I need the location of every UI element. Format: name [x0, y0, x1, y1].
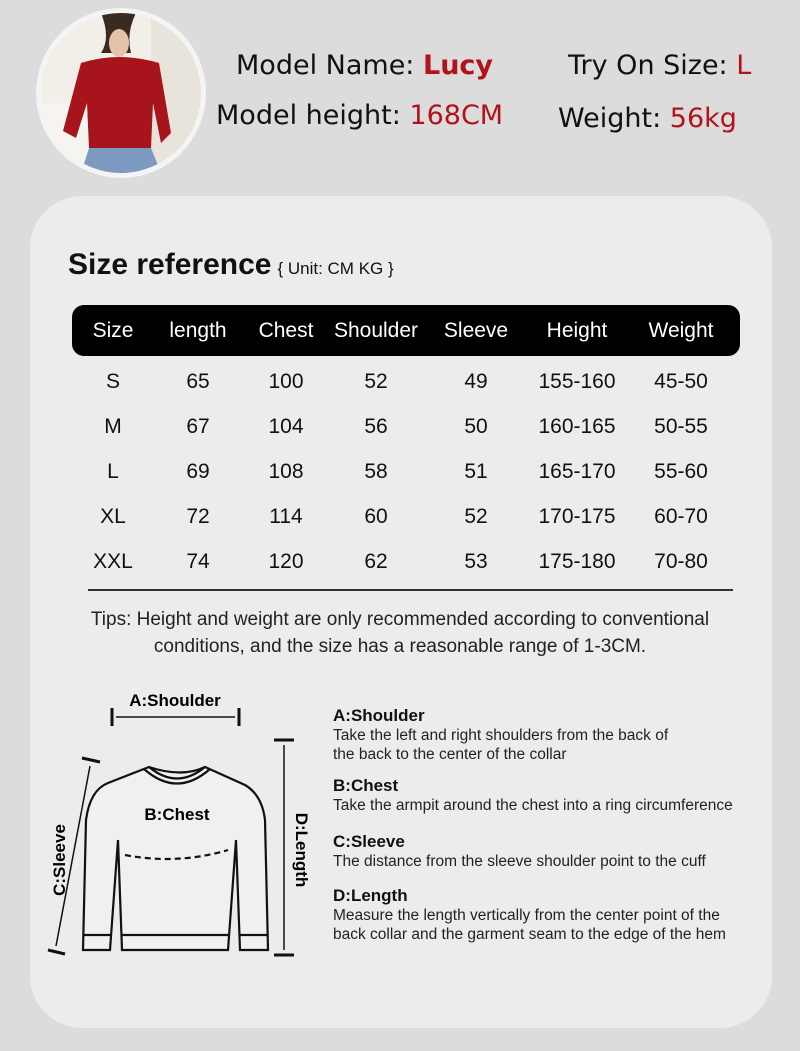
- table-cell: XL: [100, 505, 126, 528]
- model-photo: [36, 8, 206, 178]
- table-cell: 108: [268, 460, 304, 483]
- table-cell: 60-70: [654, 505, 708, 528]
- title-text: Size reference: [68, 248, 272, 281]
- table-cell: 49: [464, 370, 488, 393]
- model-height: Model height: 168CM: [216, 100, 503, 131]
- model-name-value: Lucy: [423, 50, 494, 81]
- try-on-size-label: Try On Size:: [568, 50, 728, 81]
- table-cell: 45-50: [654, 370, 708, 393]
- table-cell: 120: [268, 550, 304, 573]
- label-sleeve: C:Sleeve: [50, 824, 69, 896]
- column-header: Sleeve: [443, 319, 509, 342]
- model-name: Model Name: Lucy: [236, 50, 493, 81]
- table-cell: 52: [364, 370, 388, 393]
- table-cell: 155-160: [538, 370, 616, 393]
- table-cell: 52: [464, 505, 488, 528]
- column-header: Shoulder: [333, 319, 419, 342]
- model-weight: Weight: 56kg: [558, 103, 737, 134]
- table-cell: 62: [364, 550, 388, 573]
- model-name-label: Model Name:: [236, 50, 415, 81]
- table-cell: 165-170: [538, 460, 616, 483]
- measurement-title: C:Sleeve: [333, 832, 405, 851]
- table-cell: 51: [464, 460, 488, 483]
- table-cell: 55-60: [654, 460, 708, 483]
- table-cell: 170-175: [538, 505, 616, 528]
- measurement-desc: back collar and the garment seam to the …: [333, 926, 726, 943]
- table-cell: 53: [464, 550, 488, 573]
- table-cell: L: [107, 460, 119, 483]
- table-cell: 69: [186, 460, 210, 483]
- table-cell: 104: [268, 415, 304, 438]
- table-cell: 56: [364, 415, 388, 438]
- table-divider: [88, 589, 733, 591]
- table-cell: 70-80: [654, 550, 708, 573]
- column-header: Weight: [648, 319, 714, 342]
- tips: Tips: Height and weight are only recomme…: [60, 606, 740, 660]
- column-header: Height: [546, 319, 608, 342]
- sweater-diagram: A:Shoulder B:Chest C:Sleeve D:Length: [47, 691, 311, 957]
- table-cell: 72: [186, 505, 210, 528]
- measurement-item: C:Sleeve The distance from the sleeve sho…: [333, 832, 706, 871]
- measurement-title: B:Chest: [333, 776, 399, 795]
- table-cell: 58: [364, 460, 388, 483]
- measurement-item: A:Shoulder Take the left and right should…: [333, 706, 668, 764]
- measurement-item: D:Length Measure the length vertically fr…: [333, 886, 726, 944]
- measurement-desc: the back to the center of the collar: [333, 746, 567, 763]
- size-reference-title: Size reference { Unit: CM KG }: [68, 248, 394, 282]
- table-cell: XXL: [93, 550, 133, 573]
- measurement-desc: The distance from the sleeve shoulder po…: [333, 853, 706, 870]
- table-cell: 114: [269, 505, 303, 528]
- table-cell: 60: [364, 505, 388, 528]
- table-cell: 100: [268, 370, 304, 393]
- table-cell: 50-55: [654, 415, 708, 438]
- measurement-title: D:Length: [333, 886, 408, 905]
- table-cell: 65: [186, 370, 210, 393]
- model-weight-value: 56kg: [669, 103, 737, 134]
- unit-label: { Unit: CM KG }: [277, 259, 394, 278]
- measurement-desc: Take the armpit around the chest into a …: [333, 797, 733, 814]
- tips-line: Tips: Height and weight are only recomme…: [90, 609, 710, 630]
- model-height-value: 168CM: [409, 100, 504, 131]
- table-header: [72, 305, 740, 356]
- label-chest: B:Chest: [144, 805, 210, 824]
- column-header: Size: [92, 319, 134, 342]
- try-on-size: Try On Size: L: [568, 50, 751, 81]
- table-cell: 50: [464, 415, 488, 438]
- try-on-size-value: L: [736, 50, 752, 81]
- column-header: length: [169, 319, 227, 342]
- table-cell: 74: [186, 550, 210, 573]
- label-length: D:Length: [292, 813, 311, 888]
- model-weight-label: Weight:: [558, 103, 662, 134]
- tips-line: conditions, and the size has a reasonabl…: [153, 636, 647, 657]
- label-shoulder: A:Shoulder: [129, 691, 221, 710]
- measurement-desc: Measure the length vertically from the c…: [333, 907, 720, 924]
- column-header: Chest: [258, 319, 314, 342]
- table-cell: S: [105, 370, 121, 393]
- table-cell: 67: [186, 415, 210, 438]
- table-cell: 160-165: [538, 415, 616, 438]
- measurement-item: B:Chest Take the armpit around the chest …: [333, 776, 733, 815]
- table-cell: 175-180: [538, 550, 616, 573]
- measurement-title: A:Shoulder: [333, 706, 425, 725]
- measurement-desc: Take the left and right shoulders from t…: [333, 727, 669, 744]
- model-height-label: Model height:: [216, 100, 401, 131]
- table-cell: M: [104, 415, 122, 438]
